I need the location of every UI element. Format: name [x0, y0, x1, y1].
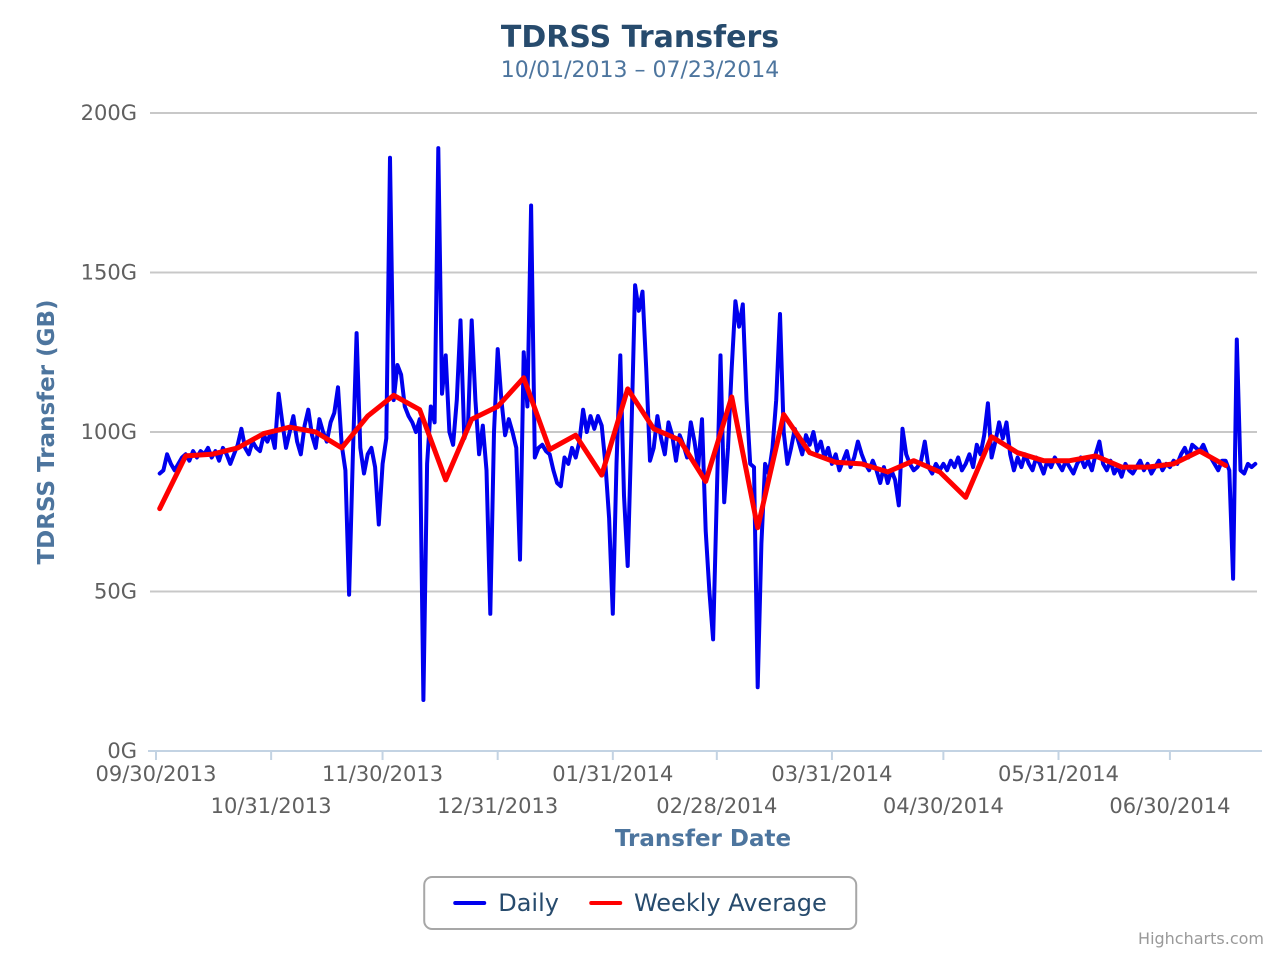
legend-label-daily: Daily — [498, 889, 559, 917]
y-axis-title: TDRSS Transfer (GB) — [34, 299, 60, 565]
legend: Daily Weekly Average — [423, 876, 857, 930]
y-tick-label: 100G — [81, 420, 137, 444]
x-tick-label: 12/31/2013 — [437, 794, 558, 818]
y-tick-label: 150G — [81, 261, 137, 285]
highcharts-credit-link[interactable]: Highcharts.com — [1138, 929, 1264, 948]
legend-label-weekly-average: Weekly Average — [633, 889, 827, 917]
x-tick-label: 11/30/2013 — [322, 762, 443, 786]
series-line-weekly-average — [157, 375, 1229, 531]
legend-item-daily[interactable]: Daily — [453, 889, 559, 917]
x-tick-label: 09/30/2013 — [95, 762, 216, 786]
series-line-daily — [157, 146, 1258, 702]
x-tick-label: 10/31/2013 — [211, 794, 332, 818]
weekly-average-line-swatch-icon — [588, 901, 622, 905]
daily-line-swatch-icon — [453, 901, 487, 905]
x-tick-label: 03/31/2014 — [771, 762, 892, 786]
chart-title: TDRSS Transfers — [500, 20, 780, 55]
y-tick-label: 200G — [81, 101, 137, 125]
y-tick-label: 50G — [94, 580, 137, 604]
x-tick-label: 06/30/2014 — [1109, 794, 1230, 818]
x-tick-label: 01/31/2014 — [552, 762, 673, 786]
y-tick-label: 0G — [107, 739, 137, 763]
legend-item-weekly-average[interactable]: Weekly Average — [588, 889, 827, 917]
x-tick-label: 02/28/2014 — [656, 794, 777, 818]
x-tick-label: 05/31/2014 — [998, 762, 1119, 786]
x-axis-title: Transfer Date — [614, 826, 792, 852]
chart-subtitle: 10/01/2013 – 07/23/2014 — [500, 58, 780, 83]
x-tick-label: 04/30/2014 — [883, 794, 1004, 818]
